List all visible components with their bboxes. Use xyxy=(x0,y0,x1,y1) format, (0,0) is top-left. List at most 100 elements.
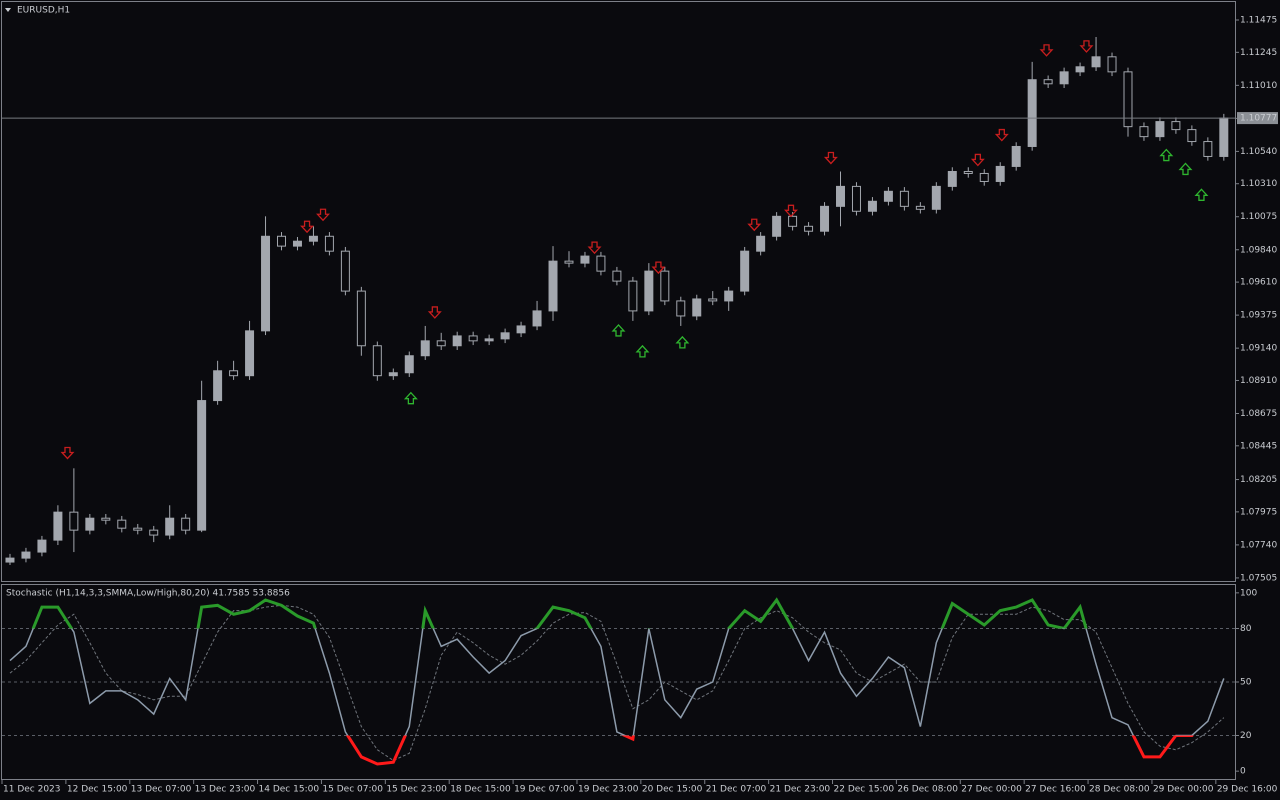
current-price-label: 1.10777 xyxy=(1240,114,1277,124)
candle-body xyxy=(324,235,334,252)
y-tick-label: 1.09375 xyxy=(1240,311,1277,321)
current-price-box xyxy=(1237,112,1278,125)
candle-body xyxy=(1155,121,1165,138)
candle-body xyxy=(979,172,989,182)
buy-arrow xyxy=(1159,148,1174,162)
candle-body xyxy=(708,298,718,302)
candle-body xyxy=(1139,126,1149,138)
candle-body xyxy=(516,325,526,334)
buy-arrow xyxy=(611,323,626,337)
candle-body xyxy=(851,185,861,212)
candle-body xyxy=(628,280,638,312)
candle-body xyxy=(660,270,670,302)
x-tick-label: 18 Dec 15:00 xyxy=(450,785,511,795)
y-tick-label: 1.09840 xyxy=(1240,245,1277,255)
main-panel-frame xyxy=(1,1,1236,582)
sell-arrow xyxy=(1039,44,1054,57)
candle-body xyxy=(580,255,590,264)
candle-body xyxy=(484,338,494,342)
candle-body xyxy=(308,235,318,242)
candle-body xyxy=(165,517,175,536)
buy-arrow xyxy=(675,335,690,349)
candle-body xyxy=(1171,121,1181,131)
chart-title: EURUSD,H1 xyxy=(17,6,70,16)
candle-body xyxy=(644,270,654,312)
candle-body xyxy=(500,332,510,340)
y-tick-label: 50 xyxy=(1240,678,1252,688)
x-tick-label: 20 Dec 15:00 xyxy=(642,785,703,795)
x-tick-label: 12 Dec 15:00 xyxy=(67,785,128,795)
candle-body xyxy=(612,270,622,282)
candle-body xyxy=(740,250,750,292)
candle-body xyxy=(5,557,15,563)
candle-body xyxy=(1075,66,1085,73)
candle-body xyxy=(1219,117,1229,157)
candle-body xyxy=(1091,56,1101,68)
candle-body xyxy=(85,517,95,531)
candle-body xyxy=(915,205,925,210)
x-tick-label: 19 Dec 07:00 xyxy=(514,785,575,795)
candle-body xyxy=(772,215,782,237)
y-tick-label: 20 xyxy=(1240,731,1252,741)
candle-body xyxy=(420,340,430,357)
candle-body xyxy=(261,235,271,332)
buy-arrow xyxy=(635,344,650,358)
x-tick-label: 22 Dec 15:00 xyxy=(834,785,895,795)
candle-body xyxy=(692,298,702,317)
y-tick-label: 1.10310 xyxy=(1240,179,1277,189)
candle-body xyxy=(245,330,255,377)
x-tick-label: 27 Dec 00:00 xyxy=(961,785,1022,795)
candle-body xyxy=(133,527,143,531)
y-tick-label: 1.11010 xyxy=(1240,81,1277,91)
candle-body xyxy=(1187,129,1197,143)
sell-arrow xyxy=(747,218,762,232)
x-tick-label: 15 Dec 23:00 xyxy=(386,785,447,795)
candle-body xyxy=(229,370,239,377)
candle-body xyxy=(436,340,446,347)
candle-body xyxy=(101,517,111,521)
y-tick-label: 1.09610 xyxy=(1240,278,1277,288)
buy-arrow xyxy=(403,391,418,405)
y-tick-label: 1.08910 xyxy=(1240,376,1277,386)
signal-line xyxy=(9,604,1225,762)
x-tick-label: 13 Dec 23:00 xyxy=(195,785,256,795)
x-tick-label: 15 Dec 07:00 xyxy=(322,785,383,795)
buy-arrow xyxy=(1194,188,1209,201)
indicator-title: Stochastic (H1,14,3,3,SMMA,Low/High,80,2… xyxy=(6,589,290,599)
y-tick-label: 1.11245 xyxy=(1240,48,1277,58)
x-tick-label: 21 Dec 07:00 xyxy=(706,785,767,795)
candle-body xyxy=(197,400,207,531)
candle-body xyxy=(213,370,223,402)
sell-arrow xyxy=(970,153,985,167)
candle-body xyxy=(756,235,766,252)
sell-arrow xyxy=(784,204,798,218)
y-tick-label: 1.07740 xyxy=(1240,540,1277,550)
candle-body xyxy=(532,310,542,327)
candle-body xyxy=(867,200,877,212)
candle-body xyxy=(1203,141,1213,157)
candle-body xyxy=(388,372,398,377)
candle-body xyxy=(21,551,31,559)
y-tick-label: 1.07975 xyxy=(1240,507,1277,517)
x-tick-label: 29 Dec 16:00 xyxy=(1217,785,1278,795)
menu-triangle[interactable] xyxy=(5,8,11,12)
candle-body xyxy=(1123,71,1133,128)
candle-body xyxy=(452,335,462,347)
sell-arrow xyxy=(587,241,602,255)
y-tick-label: 1.08675 xyxy=(1240,409,1277,419)
sell-arrow xyxy=(60,446,75,460)
sell-arrow xyxy=(1079,40,1094,53)
candle-body xyxy=(1107,56,1117,73)
x-tick-label: 19 Dec 23:00 xyxy=(578,785,639,795)
candle-body xyxy=(1043,79,1053,85)
x-tick-label: 14 Dec 15:00 xyxy=(259,785,320,795)
candle-body xyxy=(724,290,734,302)
candle-body xyxy=(788,215,798,227)
candle-body xyxy=(372,345,382,377)
y-tick-label: 1.10075 xyxy=(1240,212,1277,222)
y-tick-label: 1.08445 xyxy=(1240,441,1277,451)
candle-body xyxy=(468,335,478,342)
candle-body xyxy=(548,260,558,312)
y-tick-label: 0 xyxy=(1240,767,1246,777)
